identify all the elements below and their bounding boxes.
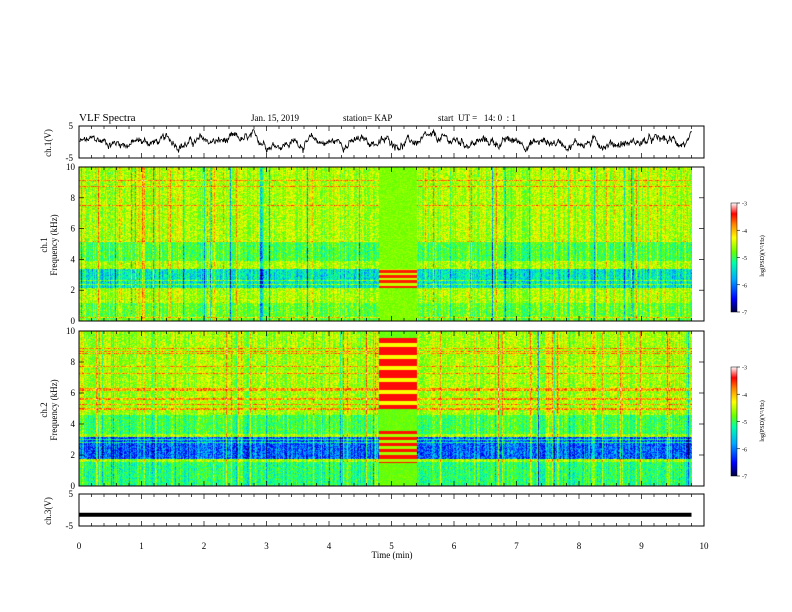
ch2-spectrogram-panel: 0 2 4 6 8 10 -3 -4 -5 -6 -7 [66, 326, 747, 491]
spectrogram-image [79, 167, 692, 321]
colorbar-tick-label: -4 [742, 229, 747, 235]
ch1-spectrogram-panel: 0 2 4 6 8 10 -3 -4 -5 -6 -7 [66, 162, 747, 326]
x-tick-label: 0 [77, 541, 82, 551]
colorbar-tick-label: -4 [742, 393, 747, 399]
ch1-ytick-label: -5 [66, 153, 74, 163]
freq-tick-label: 8 [71, 357, 76, 367]
x-tick-label: 8 [577, 541, 582, 551]
freq-tick-label: 4 [71, 254, 76, 264]
freq-tick-label: 2 [71, 285, 76, 295]
x-tick-label: 5 [389, 541, 394, 551]
colorbar2-label: log(PSD)(V²/Hz) [759, 400, 766, 441]
colorbar1-label: log(PSD)(V²/Hz) [759, 235, 766, 276]
ch1-waveform-line [79, 128, 692, 154]
ch1-spectrogram-ylabel-freq: Frequency (kHz) [49, 214, 59, 275]
colorbar-tick-label: -6 [742, 283, 747, 289]
colorbar-tick-label: -5 [742, 420, 747, 426]
x-tick-label: 2 [202, 541, 207, 551]
ch3-ytick-label: -5 [66, 521, 74, 531]
x-tick-label: 6 [452, 541, 457, 551]
colorbar-tick-label: -7 [742, 311, 747, 317]
start-time-label: start UT = 14: 0 : 1 [438, 113, 516, 123]
freq-tick-label: 6 [71, 388, 76, 398]
x-tick-label: 9 [639, 541, 644, 551]
ch2-spectrogram-ylabel-freq: Frequency (kHz) [49, 379, 59, 440]
ch1-spectrogram-ylabel-channel: ch.1 [39, 237, 49, 252]
freq-tick-label: 0 [71, 316, 76, 326]
x-axis-label: Time (min) [372, 550, 413, 560]
time-axis: 0 1 2 3 4 5 6 7 8 9 10 [77, 541, 709, 551]
colorbar-tick-label: -3 [742, 202, 747, 208]
x-tick-label: 7 [514, 541, 519, 551]
colorbar-tick-label: -6 [742, 447, 747, 453]
ch3-ytick-label: 5 [69, 489, 74, 499]
ch3-waveform-panel: 5 -5 [66, 489, 705, 531]
colorbar-tick-label: -5 [742, 256, 747, 262]
x-tick-label: 4 [327, 541, 332, 551]
x-tick-label: 10 [700, 541, 710, 551]
ch1-ytick-label: 5 [69, 121, 74, 131]
ch2-spectrogram-ylabel-channel: ch.2 [39, 402, 49, 417]
x-tick-label: 3 [264, 541, 269, 551]
spectrogram-image [79, 331, 692, 486]
freq-tick-label: 0 [71, 481, 76, 491]
ch1-waveform-ylabel: ch.1(V) [43, 129, 53, 157]
freq-tick-label: 10 [66, 326, 76, 336]
colorbar-tick-label: -3 [742, 366, 747, 372]
date-label: Jan. 15, 2019 [251, 113, 299, 123]
freq-tick-label: 4 [71, 419, 76, 429]
chart-title: VLF Spectra [79, 112, 136, 124]
station-label: station= KAP [343, 113, 393, 123]
freq-tick-label: 2 [71, 450, 76, 460]
freq-tick-label: 8 [71, 193, 76, 203]
colorbar [730, 366, 738, 477]
colorbar-tick-label: -7 [742, 475, 747, 481]
colorbar [730, 202, 738, 313]
ch3-waveform-ylabel: ch.3(V) [43, 497, 53, 525]
freq-tick-label: 10 [66, 162, 76, 172]
x-tick-label: 1 [139, 541, 144, 551]
freq-tick-label: 6 [71, 224, 76, 234]
ch1-waveform-panel: 5 -5 [66, 121, 705, 163]
